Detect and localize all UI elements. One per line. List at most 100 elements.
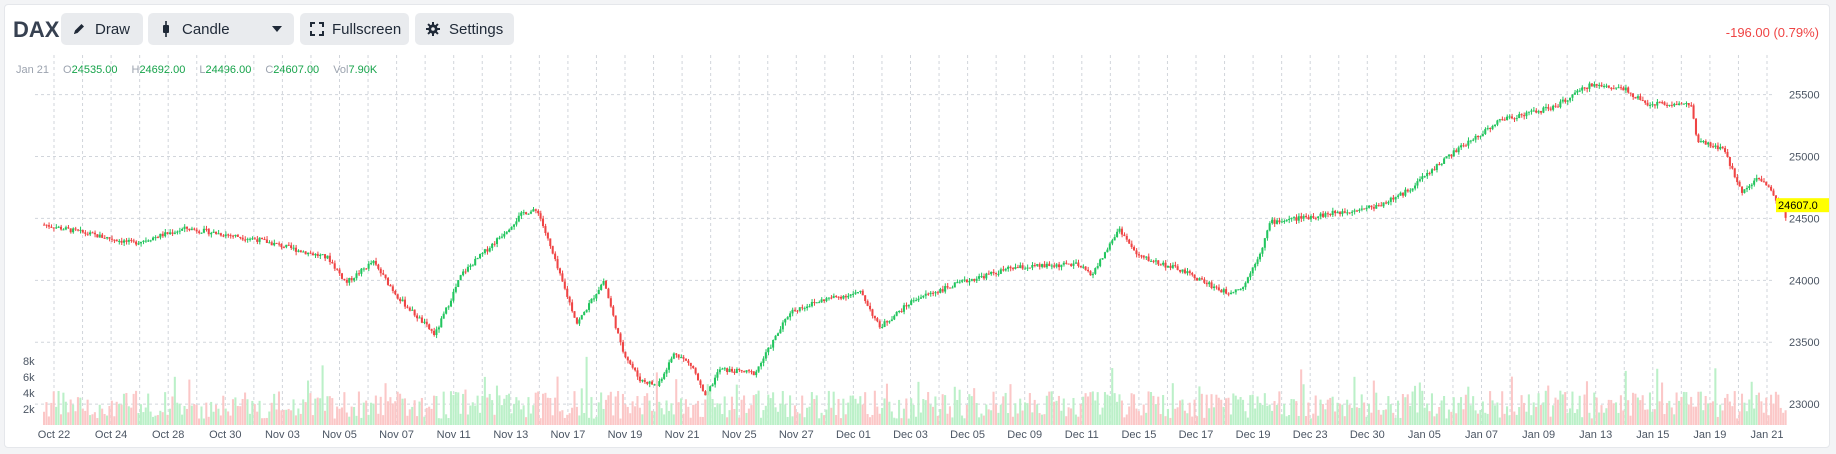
- price-axis-label: 25000: [1789, 152, 1820, 164]
- volume-bar: [1668, 400, 1671, 425]
- volume-bar: [241, 398, 244, 425]
- volume-bar: [1295, 401, 1298, 425]
- candle-body: [190, 228, 193, 231]
- candle-body: [261, 237, 264, 240]
- candle-body: [280, 243, 283, 248]
- candle-body: [447, 306, 450, 308]
- candle-body: [435, 329, 438, 336]
- chart-type-dropdown[interactable]: Candle: [148, 13, 294, 45]
- volume-bar: [50, 402, 53, 425]
- candle-body: [1302, 215, 1305, 219]
- volume-bar: [1661, 382, 1664, 425]
- volume-bar: [1556, 399, 1559, 425]
- volume-bar: [1380, 414, 1383, 425]
- candle-body: [304, 251, 307, 255]
- volume-bar: [1772, 403, 1775, 425]
- volume-bar: [1532, 402, 1535, 425]
- volume-bar: [231, 399, 234, 425]
- candle-body: [1198, 278, 1201, 281]
- candle-body: [970, 279, 973, 281]
- volume-bar: [396, 391, 399, 425]
- candle-body: [1232, 292, 1235, 294]
- candle-body: [709, 386, 712, 392]
- candle-body: [193, 228, 196, 230]
- volume-bar: [159, 410, 162, 425]
- volume-bar: [367, 414, 370, 425]
- volume-bar: [474, 405, 477, 425]
- candle-body: [183, 226, 186, 229]
- volume-bar: [1583, 394, 1586, 425]
- volume-bar: [915, 416, 918, 425]
- volume-bar: [110, 400, 113, 425]
- candle-body: [411, 309, 414, 311]
- volume-bar: [1588, 412, 1591, 425]
- time-axis-label: Dec 11: [1065, 429, 1099, 441]
- volume-bar: [1653, 409, 1656, 425]
- volume-bar: [1002, 396, 1005, 425]
- volume-bar: [907, 418, 910, 425]
- candle-body: [580, 315, 583, 320]
- volume-bar: [1079, 404, 1082, 425]
- candle-body: [1074, 262, 1077, 264]
- volume-bar: [1273, 401, 1276, 425]
- candle-body: [534, 209, 537, 211]
- volume-bar: [1060, 410, 1063, 425]
- candle-body: [1595, 84, 1598, 86]
- volume-bar: [256, 411, 259, 425]
- candle-body: [1070, 264, 1073, 266]
- volume-bar: [759, 417, 763, 425]
- draw-button[interactable]: Draw: [61, 13, 143, 45]
- candle-body: [1009, 266, 1012, 269]
- volume-bar: [1019, 398, 1022, 425]
- volume-bar: [1026, 403, 1029, 425]
- volume-bar: [1612, 403, 1615, 425]
- candle-body: [583, 311, 586, 316]
- volume-bar: [575, 406, 578, 425]
- volume-bar: [280, 410, 283, 425]
- candle-body: [902, 305, 905, 312]
- candle-body: [1336, 212, 1339, 214]
- volume-bar: [660, 408, 663, 425]
- fullscreen-button[interactable]: Fullscreen: [300, 13, 409, 45]
- volume-bar: [670, 403, 673, 425]
- volume-bar: [1658, 401, 1661, 425]
- candle-body: [338, 269, 341, 274]
- volume-bar: [1031, 412, 1034, 425]
- candle-body: [922, 295, 925, 298]
- candle-body: [452, 291, 455, 301]
- volume-bar: [265, 417, 268, 425]
- candle-body: [1096, 266, 1099, 269]
- candle-body: [425, 321, 428, 325]
- candle-body: [1767, 185, 1770, 187]
- volume-bar: [331, 398, 334, 425]
- volume-bar: [1406, 394, 1409, 425]
- candle-body: [273, 242, 276, 246]
- candle-body: [982, 276, 985, 279]
- candle-body: [200, 232, 203, 234]
- candle-body: [910, 300, 913, 305]
- volume-bar: [684, 399, 687, 425]
- volume-bar: [566, 414, 569, 425]
- volume-bar: [152, 416, 155, 425]
- candle-body: [1784, 211, 1787, 218]
- candle-body: [551, 246, 554, 254]
- candle-body: [1338, 212, 1341, 215]
- candle-body: [236, 234, 239, 237]
- settings-button[interactable]: Settings: [415, 13, 514, 45]
- volume-bar: [365, 400, 368, 425]
- candle-body: [1399, 192, 1402, 196]
- volume-bar: [1518, 407, 1521, 425]
- candle-body: [512, 224, 515, 227]
- volume-bar: [1198, 386, 1201, 425]
- candle-body: [1510, 116, 1513, 119]
- candle-body: [370, 263, 373, 265]
- volume-bar: [105, 415, 109, 425]
- candle-body: [1731, 165, 1734, 169]
- volume-bar: [304, 402, 307, 425]
- time-axis-label: Nov 19: [608, 429, 643, 441]
- candle-body: [1137, 254, 1140, 256]
- volume-bar: [1154, 404, 1157, 425]
- volume-bar: [1476, 413, 1480, 425]
- volume-bar: [142, 412, 145, 425]
